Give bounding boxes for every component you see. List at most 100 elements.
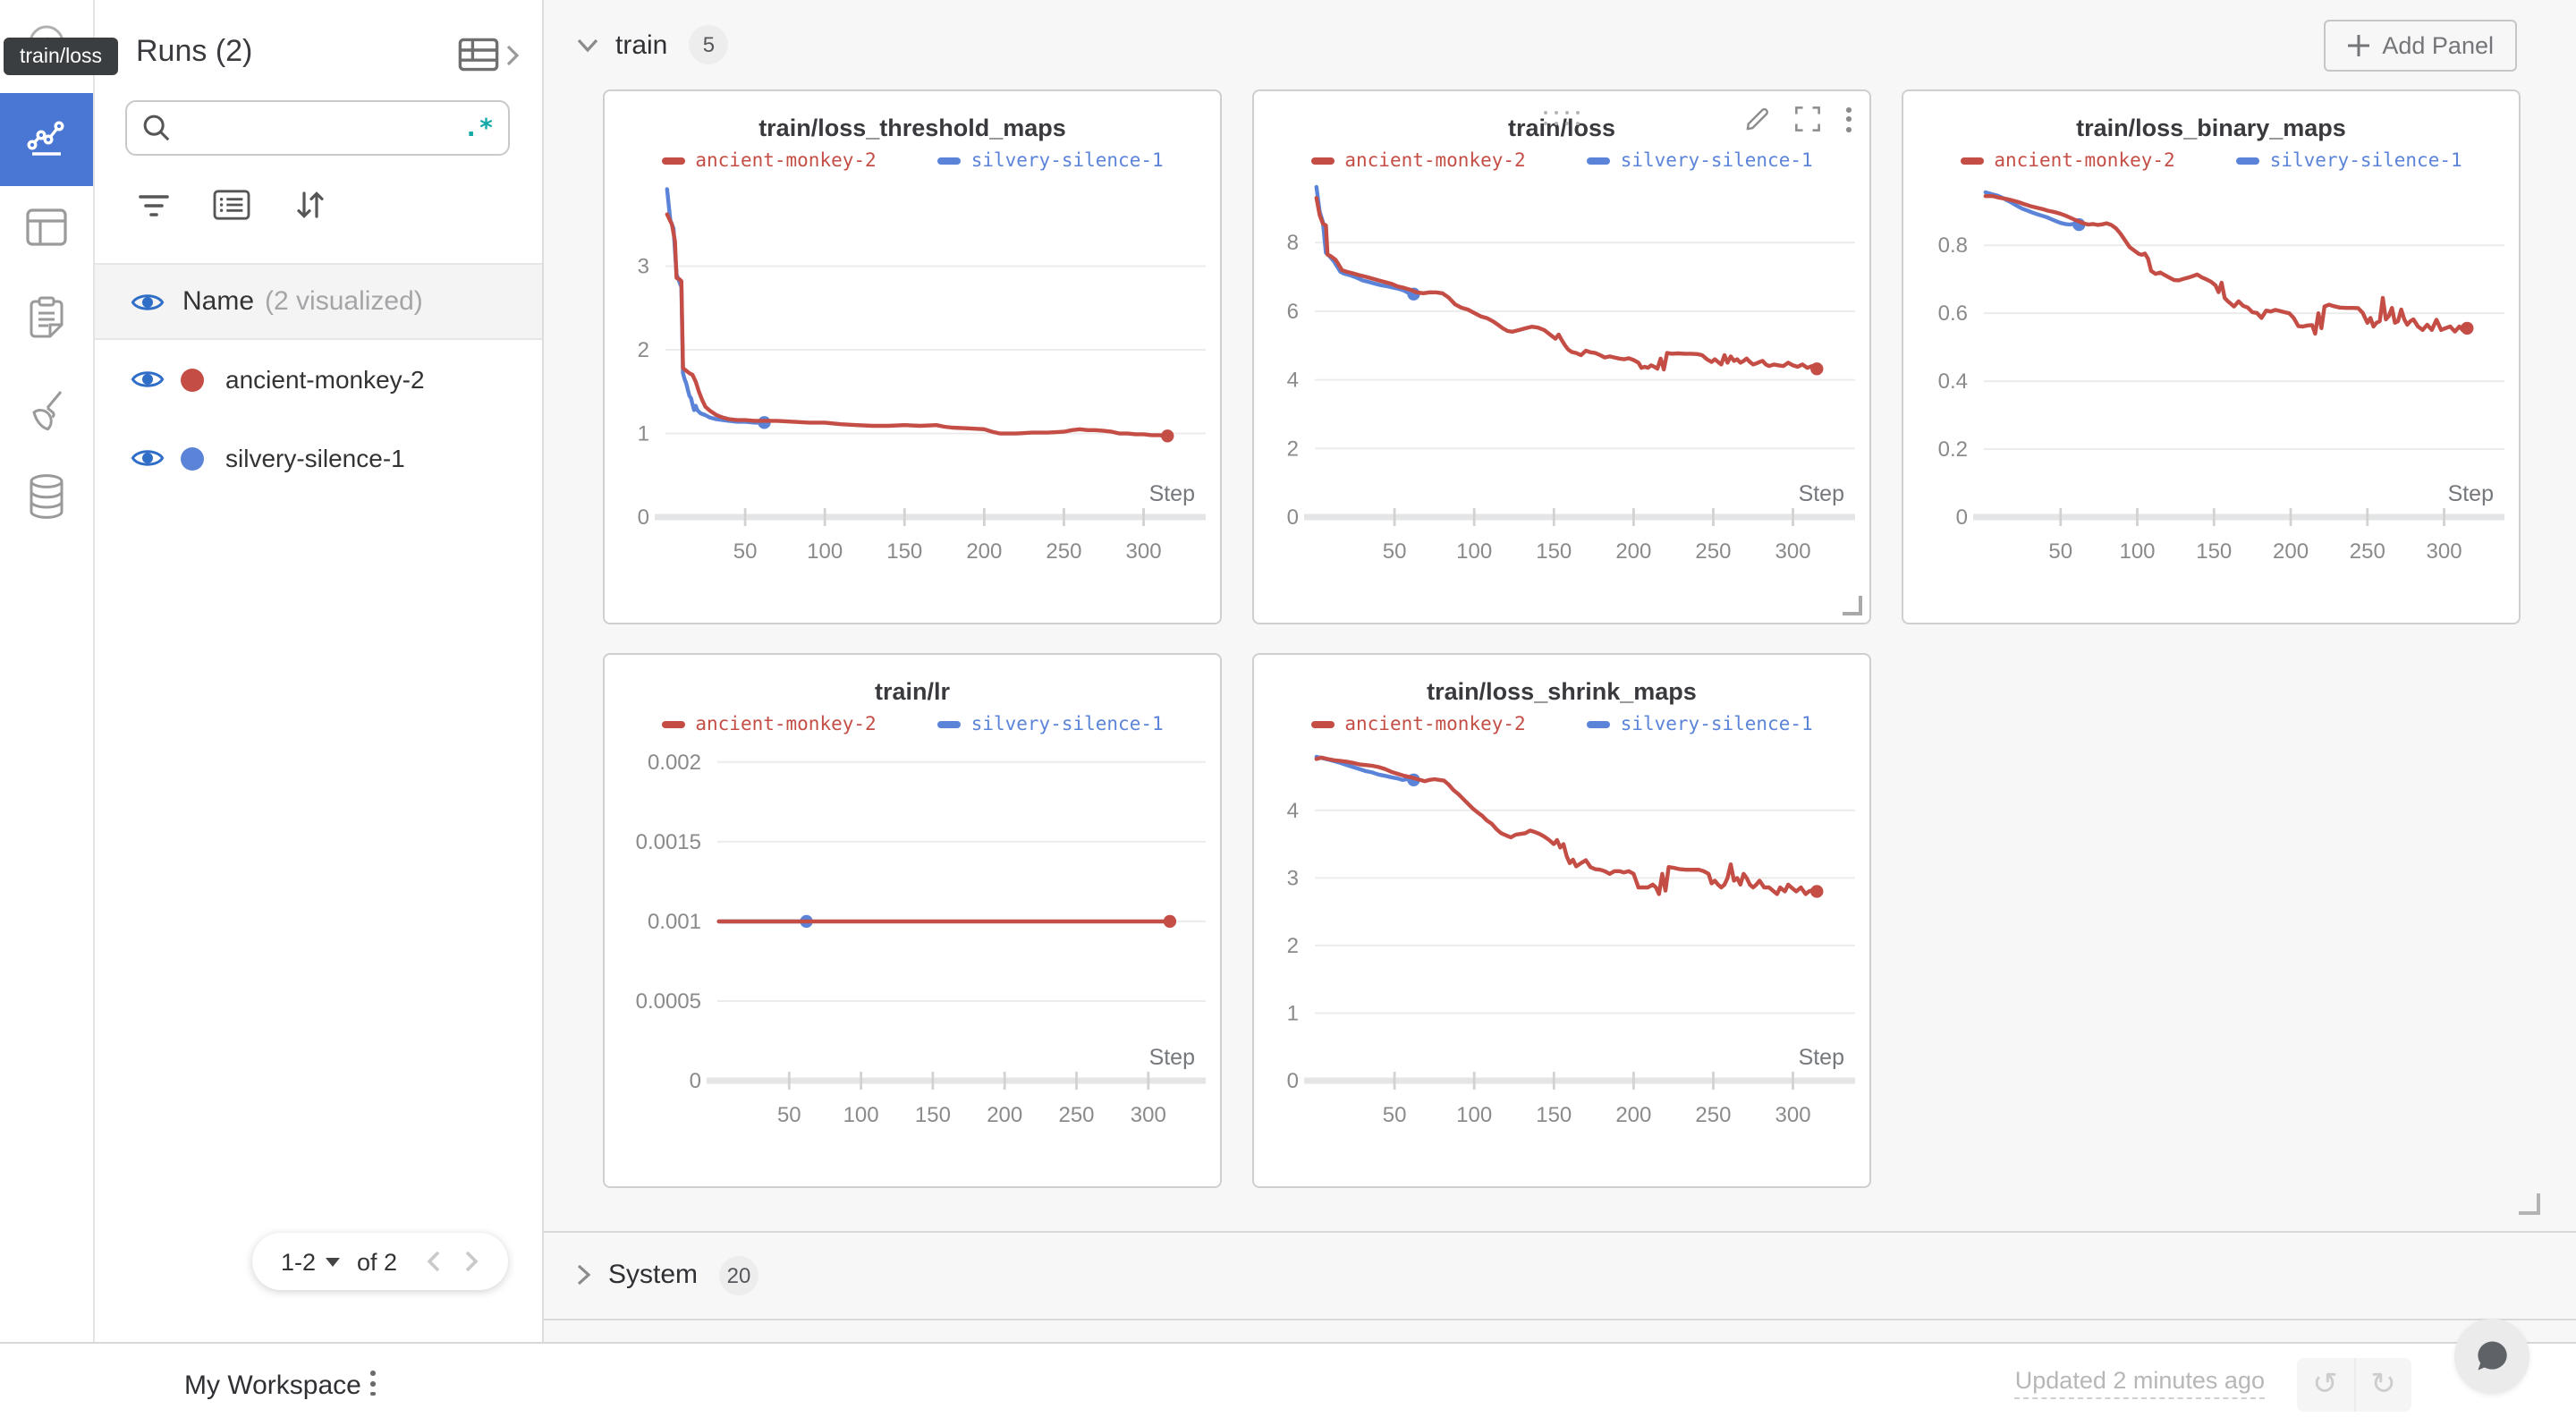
svg-text:Step: Step bbox=[1149, 1045, 1195, 1070]
svg-text:250: 250 bbox=[1046, 539, 1081, 564]
legend-line-swatch bbox=[1586, 721, 1610, 728]
fullscreen-icon[interactable] bbox=[1794, 106, 1821, 133]
redo-icon[interactable]: ↻ bbox=[2370, 1367, 2396, 1401]
section-divider bbox=[544, 1231, 2576, 1233]
section-title: System bbox=[608, 1260, 699, 1290]
svg-text:300: 300 bbox=[2427, 539, 2462, 564]
drag-handle-icon[interactable] bbox=[1540, 107, 1583, 129]
svg-text:0.0015: 0.0015 bbox=[636, 830, 701, 854]
visibility-eye-icon[interactable] bbox=[131, 367, 165, 392]
svg-text:2: 2 bbox=[638, 338, 649, 362]
panels-nav-icon[interactable] bbox=[0, 200, 93, 254]
svg-text:8: 8 bbox=[1287, 231, 1299, 255]
panel-train/lr[interactable]: train/lr ancient-monkey-2 silvery-silence… bbox=[603, 653, 1222, 1188]
svg-text:0: 0 bbox=[638, 505, 649, 530]
panel-grid: train/loss_threshold_maps ancient-monkey… bbox=[603, 89, 2521, 1188]
legend-run-name: silvery-silence-1 bbox=[970, 714, 1164, 735]
add-panel-button[interactable]: Add Panel bbox=[2323, 20, 2517, 72]
svg-text:150: 150 bbox=[1536, 1103, 1572, 1127]
legend-run-name: ancient-monkey-2 bbox=[695, 714, 877, 735]
svg-text:200: 200 bbox=[1615, 539, 1651, 564]
workspace-switcher[interactable]: My Workspace bbox=[184, 1344, 361, 1426]
svg-text:0.0005: 0.0005 bbox=[636, 989, 701, 1014]
logs-nav-icon[interactable] bbox=[0, 292, 93, 345]
svg-text:0.6: 0.6 bbox=[1938, 301, 1968, 326]
panel-train/loss[interactable]: train/loss ancient-monkey-2 silvery-silen… bbox=[1252, 89, 1871, 624]
svg-text:250: 250 bbox=[2350, 539, 2385, 564]
bottom-bar: My Workspace Updated 2 minutes ago ↺ ↻ bbox=[0, 1319, 2576, 1426]
chevron-down-icon bbox=[577, 38, 598, 52]
chart-plot[interactable]: 0 2 4 6 8 50 100 150 200 250 300 Step bbox=[1254, 172, 1869, 589]
run-row[interactable]: silvery-silence-1 bbox=[95, 419, 542, 497]
chart-plot[interactable]: 0 1 2 3 50 100 150 200 250 300 Step bbox=[605, 172, 1220, 589]
section-divider bbox=[544, 1319, 2576, 1320]
svg-text:300: 300 bbox=[1131, 1103, 1166, 1127]
chart-title: train/loss_binary_maps bbox=[2076, 115, 2346, 141]
svg-text:50: 50 bbox=[2048, 539, 2072, 564]
charts-nav-icon[interactable] bbox=[0, 93, 93, 186]
svg-text:100: 100 bbox=[843, 1103, 879, 1127]
run-name[interactable]: silvery-silence-1 bbox=[225, 444, 405, 472]
workspace-menu-icon[interactable] bbox=[369, 1369, 377, 1398]
section-resize-handle-icon[interactable] bbox=[2519, 1193, 2540, 1215]
prev-page-button[interactable] bbox=[426, 1249, 442, 1274]
visibility-eye-icon[interactable] bbox=[131, 446, 165, 471]
filter-icon[interactable] bbox=[138, 189, 170, 221]
svg-text:4: 4 bbox=[1287, 369, 1299, 393]
legend-run-name: silvery-silence-1 bbox=[970, 150, 1164, 172]
chart-plot[interactable]: 0 0.2 0.4 0.6 0.8 50 100 150 200 250 300 Step bbox=[1903, 172, 2519, 589]
run-search-input[interactable] bbox=[172, 113, 464, 143]
sweeps-nav-icon[interactable] bbox=[0, 383, 93, 440]
page-size-caret-icon[interactable] bbox=[325, 1257, 340, 1266]
svg-text:50: 50 bbox=[777, 1103, 801, 1127]
section-header-train[interactable]: train 5 bbox=[576, 25, 729, 64]
svg-text:200: 200 bbox=[1615, 1103, 1651, 1127]
chart-plot[interactable]: 0 1 2 3 4 50 100 150 200 250 300 Step bbox=[1254, 735, 1869, 1152]
search-icon bbox=[143, 115, 170, 141]
svg-text:2: 2 bbox=[1287, 934, 1299, 958]
run-color-dot bbox=[181, 446, 204, 470]
expand-runs-table-button[interactable] bbox=[458, 38, 521, 72]
panel-train/loss_shrink_maps[interactable]: train/loss_shrink_maps ancient-monkey-2 s… bbox=[1252, 653, 1871, 1188]
panel-train/loss_threshold_maps[interactable]: train/loss_threshold_maps ancient-monkey… bbox=[603, 89, 1222, 624]
regex-toggle[interactable]: .* bbox=[463, 114, 494, 142]
runs-table-icon bbox=[458, 38, 499, 72]
edit-pencil-icon[interactable] bbox=[1744, 106, 1771, 133]
legend-item: ancient-monkey-2 bbox=[661, 150, 877, 172]
help-chat-button[interactable] bbox=[2454, 1319, 2529, 1394]
runs-pagination: 1-2 of 2 bbox=[252, 1233, 508, 1290]
section-header-system[interactable]: System 20 bbox=[576, 1231, 759, 1319]
legend-line-swatch bbox=[936, 721, 961, 728]
visibility-all-eye-icon[interactable] bbox=[131, 289, 165, 314]
svg-text:200: 200 bbox=[987, 1103, 1022, 1127]
panel-menu-icon[interactable] bbox=[1844, 106, 1853, 133]
svg-text:3: 3 bbox=[638, 255, 649, 279]
legend-run-name: silvery-silence-1 bbox=[1620, 150, 1813, 172]
svg-text:150: 150 bbox=[915, 1103, 951, 1127]
run-name[interactable]: ancient-monkey-2 bbox=[225, 365, 425, 394]
svg-text:50: 50 bbox=[733, 539, 758, 564]
sort-icon[interactable] bbox=[293, 188, 327, 222]
legend-run-name: ancient-monkey-2 bbox=[1994, 150, 2175, 172]
run-row[interactable]: ancient-monkey-2 bbox=[95, 340, 542, 419]
page-range[interactable]: 1-2 bbox=[281, 1248, 317, 1275]
chart-plot[interactable]: 0 0.0005 0.001 0.0015 0.002 50 100 150 200 250 300… bbox=[605, 735, 1220, 1152]
legend-line-swatch bbox=[661, 721, 685, 728]
visualized-count-label: (2 visualized) bbox=[265, 286, 423, 317]
panel-resize-handle-icon[interactable] bbox=[1843, 596, 1862, 615]
artifacts-nav-icon[interactable] bbox=[0, 469, 93, 526]
panel-train/loss_binary_maps[interactable]: train/loss_binary_maps ancient-monkey-2 s… bbox=[1902, 89, 2521, 624]
svg-text:0.8: 0.8 bbox=[1938, 233, 1968, 258]
chart-legend: ancient-monkey-2 silvery-silence-1 bbox=[1903, 150, 2519, 172]
undo-icon[interactable]: ↺ bbox=[2297, 1358, 2355, 1412]
legend-line-swatch bbox=[1310, 721, 1335, 728]
legend-item: ancient-monkey-2 bbox=[661, 714, 877, 735]
columns-list-icon[interactable] bbox=[213, 188, 250, 222]
legend-item: silvery-silence-1 bbox=[936, 714, 1164, 735]
visibility-eye-icon[interactable] bbox=[131, 289, 165, 314]
legend-line-swatch bbox=[1586, 157, 1610, 165]
next-page-button[interactable] bbox=[463, 1249, 479, 1274]
chevron-right-icon bbox=[577, 1264, 591, 1286]
panel-actions bbox=[1744, 106, 1853, 133]
